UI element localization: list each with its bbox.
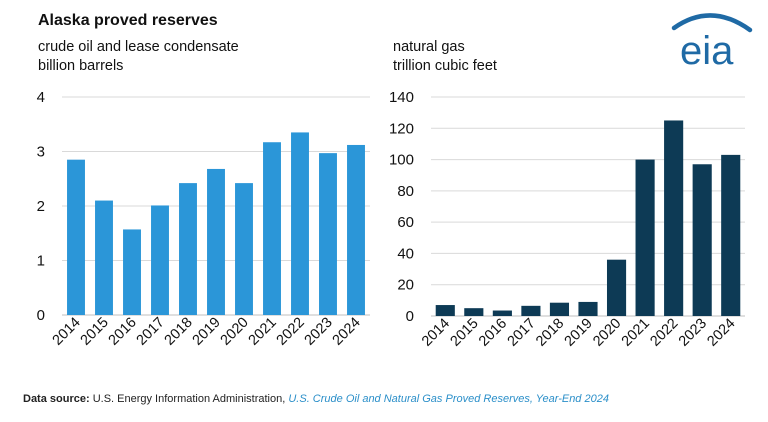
gas-y-tick-label: 80 (397, 183, 414, 200)
oil-bar (291, 132, 309, 315)
oil-x-tick-label: 2015 (78, 315, 112, 349)
oil-bar (319, 153, 337, 315)
oil-bar (207, 168, 225, 315)
oil-chart-subtitle-line1: crude oil and lease condensate (38, 39, 239, 55)
gas-bar (606, 259, 627, 316)
oil-bar (123, 229, 141, 315)
oil-x-tick-label: 2017 (134, 315, 168, 349)
oil-y-tick-label: 1 (37, 253, 45, 270)
oil-y-tick-label: 2 (37, 198, 45, 215)
oil-bar (179, 183, 197, 315)
data-source-link[interactable]: U.S. Crude Oil and Natural Gas Proved Re… (288, 393, 609, 405)
gas-bar (664, 120, 684, 316)
oil-x-tick-label: 2018 (162, 315, 196, 349)
gas-chart-subtitle: natural gas trillion cubic feet (393, 38, 497, 76)
gas-bar (464, 308, 484, 316)
gas-bar (492, 310, 512, 316)
gas-bar (435, 305, 455, 316)
chart-title: Alaska proved reserves (38, 12, 218, 29)
gas-bar (692, 164, 712, 316)
gas-chart-subtitle-line1: natural gas (393, 39, 465, 55)
data-source-label: Data source: (23, 393, 90, 405)
oil-y-tick-label: 4 (37, 89, 45, 106)
gas-chart-unit: trillion cubic feet (393, 58, 497, 74)
data-source-text: U.S. Energy Information Administration, (92, 393, 286, 405)
oil-x-tick-label: 2024 (330, 315, 364, 349)
oil-x-tick-label: 2021 (246, 315, 280, 349)
gas-y-tick-label: 100 (389, 152, 414, 169)
oil-chart-unit: billion barrels (38, 58, 124, 74)
oil-y-tick-label: 3 (37, 144, 45, 161)
gas-y-tick-label: 60 (397, 214, 414, 231)
gas-bar (721, 154, 741, 316)
oil-bar (235, 183, 253, 315)
gas-y-tick-label: 120 (389, 120, 414, 137)
gas-x-tick-label: 2014 (419, 316, 453, 350)
gas-x-tick-label: 2016 (476, 316, 510, 350)
gas-x-tick-label: 2024 (704, 316, 738, 350)
gas-x-tick-label: 2018 (533, 316, 567, 350)
oil-x-tick-label: 2020 (218, 315, 252, 349)
gas-bar (578, 301, 598, 316)
gas-y-tick-label: 0 (406, 308, 414, 325)
gas-x-tick-label: 2022 (647, 316, 681, 350)
gas-x-tick-label: 2021 (619, 316, 653, 350)
gas-x-tick-label: 2017 (505, 316, 539, 350)
gas-y-tick-label: 40 (397, 245, 414, 262)
oil-bar (95, 200, 113, 315)
oil-x-tick-label: 2016 (106, 315, 140, 349)
eia-logo-swoosh (671, 13, 753, 33)
eia-logo-text: eia (680, 29, 734, 68)
gas-x-tick-label: 2015 (448, 316, 482, 350)
oil-bar (347, 144, 365, 315)
oil-bar (263, 142, 281, 315)
gas-bar (549, 302, 570, 316)
gas-y-tick-label: 20 (397, 277, 414, 294)
oil-chart-subtitle: crude oil and lease condensate billion b… (38, 38, 239, 76)
oil-x-tick-label: 2023 (302, 315, 336, 349)
oil-bar (151, 205, 169, 315)
gas-bar (635, 159, 655, 316)
oil-x-tick-label: 2022 (274, 315, 308, 349)
gas-x-tick-label: 2019 (562, 316, 596, 350)
gas-x-tick-label: 2020 (590, 316, 624, 350)
data-source: Data source: U.S. Energy Information Adm… (23, 393, 609, 405)
oil-y-tick-label: 0 (37, 307, 45, 324)
oil-x-tick-label: 2019 (190, 315, 224, 349)
eia-logo: eia (671, 13, 753, 68)
gas-y-tick-label: 140 (389, 89, 414, 106)
gas-x-tick-label: 2023 (676, 316, 710, 350)
gas-bar (521, 305, 541, 316)
oil-bar (67, 159, 85, 315)
oil-x-tick-label: 2014 (50, 315, 84, 349)
